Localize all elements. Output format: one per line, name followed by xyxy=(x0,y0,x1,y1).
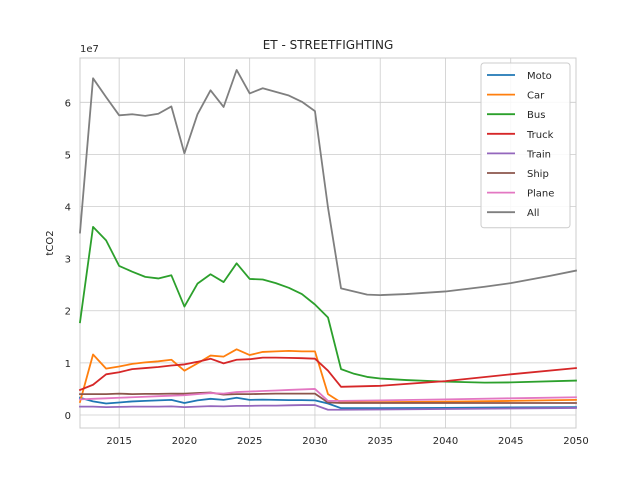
x-tick-label: 2030 xyxy=(302,436,327,447)
legend-box xyxy=(480,62,571,229)
axes-border xyxy=(79,57,577,429)
legend-label: Moto xyxy=(527,71,552,82)
x-tick-label: 2020 xyxy=(172,436,197,447)
y-tick-label: 6 xyxy=(65,98,71,109)
x-tick-label: 2050 xyxy=(563,436,588,447)
series-line-bus xyxy=(78,225,577,384)
legend-label: All xyxy=(527,208,539,219)
x-tick-labels: 2015 2020 2025 2030 2035 2040 2045 2050 xyxy=(106,436,588,447)
y-tick-label: 5 xyxy=(65,150,71,161)
series-line-truck xyxy=(78,356,577,392)
legend-label: Plane xyxy=(527,189,554,200)
legend-label: Train xyxy=(526,149,551,160)
series-lines xyxy=(78,69,578,411)
y-axis-offset-label: 1e7 xyxy=(80,44,99,55)
series-line-train xyxy=(79,404,577,411)
legend: Moto Car Bus Truck Train Ship Plane All xyxy=(480,62,571,229)
series-line-ship xyxy=(79,391,577,404)
y-tick-label: 1 xyxy=(65,359,71,370)
x-tick-label: 2025 xyxy=(237,436,262,447)
legend-label: Truck xyxy=(526,130,554,141)
x-tick-label: 2040 xyxy=(433,436,458,447)
series-line-plane xyxy=(79,388,577,402)
legend-label: Car xyxy=(527,91,545,102)
y-tick-label: 0 xyxy=(65,411,71,422)
legend-label: Bus xyxy=(527,110,545,121)
y-tick-label: 3 xyxy=(65,255,71,266)
y-tick-label: 4 xyxy=(65,203,71,214)
axes-frame xyxy=(79,57,577,429)
y-axis-label: tCO2 xyxy=(45,230,56,255)
x-tick-label: 2045 xyxy=(498,436,523,447)
y-tick-label: 2 xyxy=(65,307,71,318)
series-line-all xyxy=(79,69,578,297)
chart-title: ET - STREETFIGHTING xyxy=(263,38,394,52)
series-line-moto xyxy=(78,396,577,410)
x-tick-label: 2015 xyxy=(106,436,131,447)
y-tick-labels: 0 1 2 3 4 5 6 xyxy=(65,98,71,422)
x-tick-label: 2035 xyxy=(367,436,392,447)
legend-label: Ship xyxy=(527,169,549,180)
